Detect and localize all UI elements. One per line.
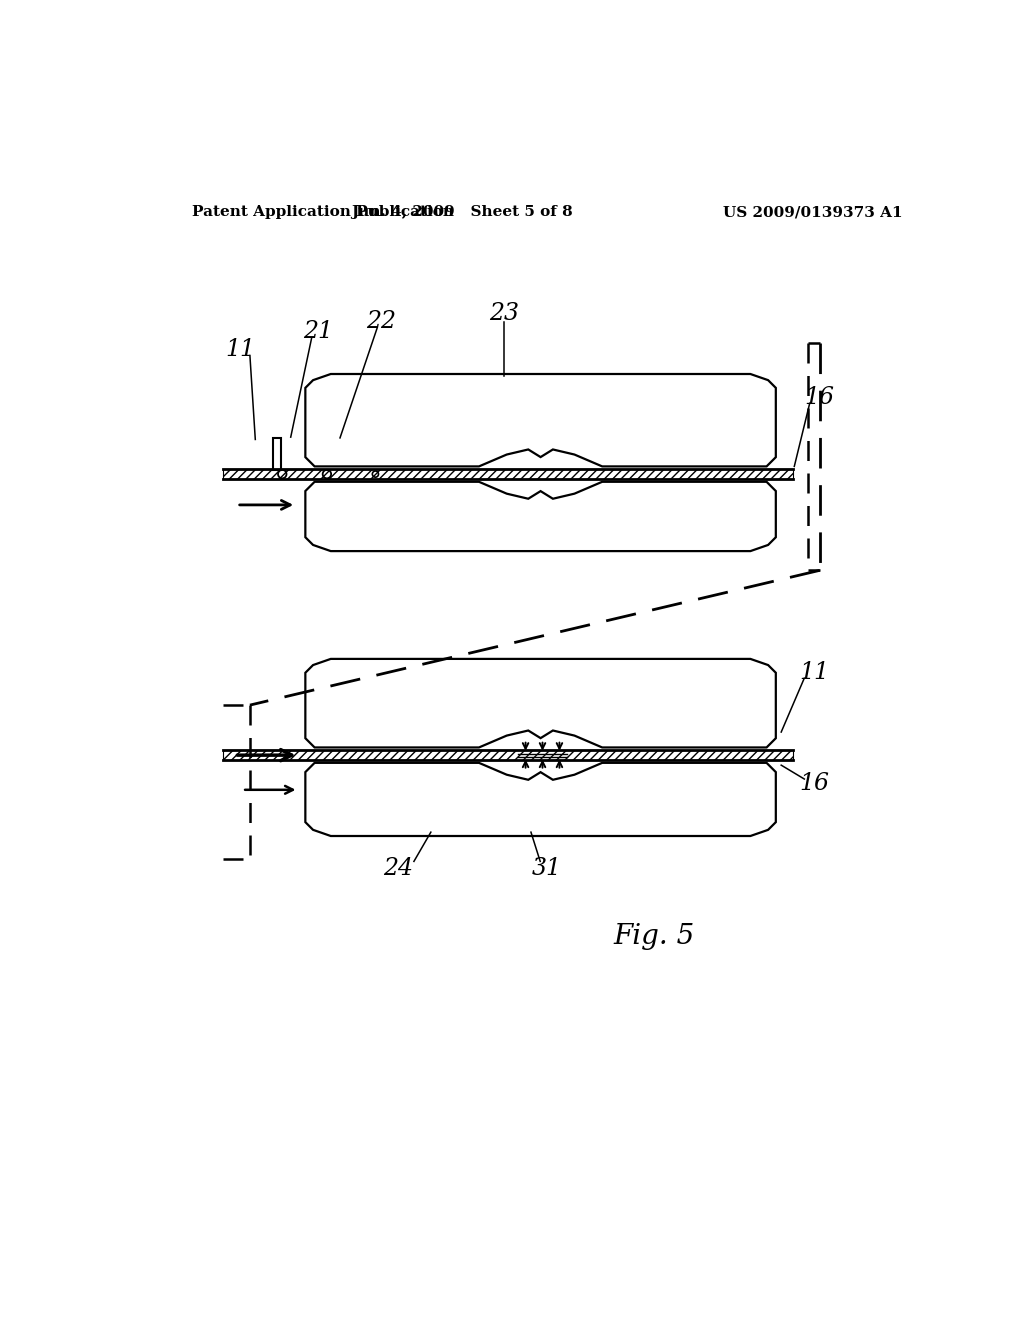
Text: 16: 16 <box>805 385 835 409</box>
Text: 22: 22 <box>366 310 396 333</box>
Text: 24: 24 <box>384 857 414 880</box>
Polygon shape <box>223 469 793 479</box>
Text: 11: 11 <box>225 338 255 360</box>
Text: US 2009/0139373 A1: US 2009/0139373 A1 <box>724 206 903 219</box>
Text: Fig. 5: Fig. 5 <box>613 923 695 949</box>
Polygon shape <box>223 750 793 760</box>
Text: Jun. 4, 2009   Sheet 5 of 8: Jun. 4, 2009 Sheet 5 of 8 <box>351 206 572 219</box>
Text: 16: 16 <box>800 772 829 795</box>
Text: 11: 11 <box>800 661 829 684</box>
Text: Patent Application Publication: Patent Application Publication <box>193 206 455 219</box>
Text: 21: 21 <box>303 321 333 343</box>
Text: 23: 23 <box>489 302 519 326</box>
Text: 31: 31 <box>531 857 561 880</box>
